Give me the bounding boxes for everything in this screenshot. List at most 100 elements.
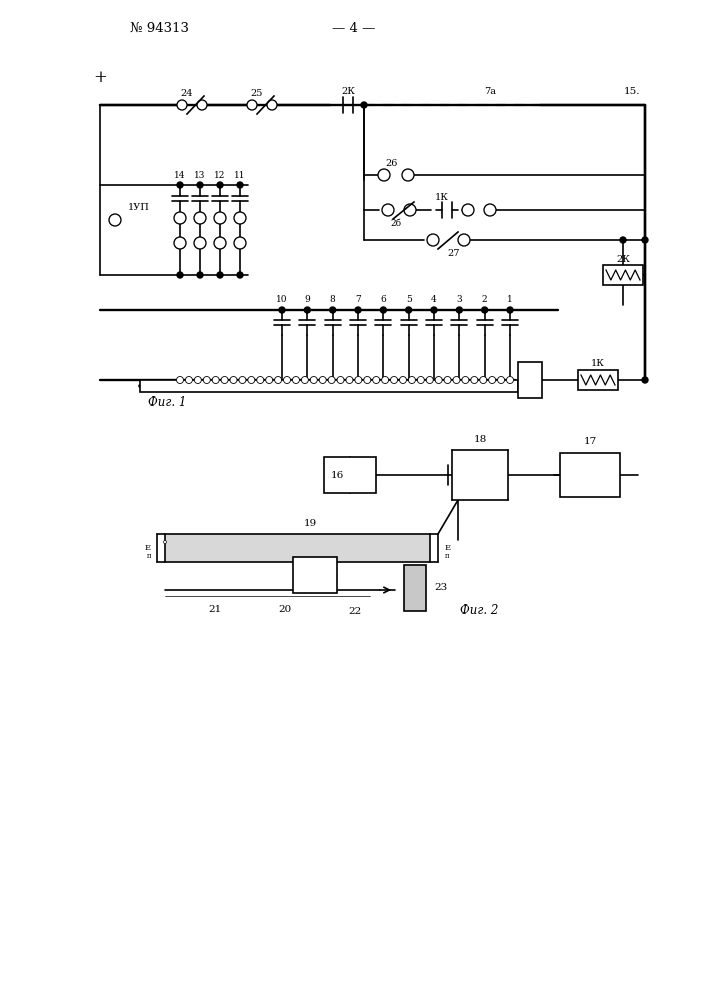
Text: 2К: 2К	[616, 254, 630, 263]
Circle shape	[194, 376, 201, 383]
Circle shape	[404, 204, 416, 216]
Circle shape	[239, 376, 246, 383]
Circle shape	[378, 169, 390, 181]
Text: 2б: 2б	[390, 220, 402, 229]
Circle shape	[267, 100, 277, 110]
Text: 9: 9	[305, 296, 310, 304]
Circle shape	[481, 307, 488, 313]
Circle shape	[453, 376, 460, 383]
Circle shape	[402, 169, 414, 181]
Circle shape	[247, 100, 257, 110]
Circle shape	[390, 376, 397, 383]
Text: п: п	[445, 552, 450, 560]
Text: 12: 12	[214, 170, 226, 180]
Text: 1К: 1К	[591, 360, 605, 368]
Circle shape	[177, 100, 187, 110]
Text: 1: 1	[507, 296, 513, 304]
Circle shape	[431, 307, 437, 313]
Circle shape	[301, 376, 308, 383]
Text: 1К: 1К	[435, 192, 449, 202]
Circle shape	[399, 376, 407, 383]
Circle shape	[194, 237, 206, 249]
Circle shape	[214, 237, 226, 249]
Bar	[293, 557, 337, 593]
Text: Е: Е	[145, 544, 151, 552]
Circle shape	[284, 376, 291, 383]
Text: 13: 13	[194, 170, 206, 180]
Circle shape	[484, 204, 496, 216]
Text: Фиг. 2: Фиг. 2	[460, 603, 498, 616]
Circle shape	[197, 100, 207, 110]
Circle shape	[409, 376, 416, 383]
Circle shape	[230, 376, 237, 383]
Circle shape	[310, 376, 317, 383]
Circle shape	[507, 307, 513, 313]
Circle shape	[217, 272, 223, 278]
Circle shape	[642, 377, 648, 383]
Circle shape	[109, 214, 121, 226]
Circle shape	[373, 376, 380, 383]
Circle shape	[489, 376, 496, 383]
Text: 26: 26	[386, 158, 398, 167]
Circle shape	[462, 376, 469, 383]
Circle shape	[293, 376, 300, 383]
Circle shape	[498, 376, 505, 383]
Text: 11: 11	[234, 170, 246, 180]
Text: 7а: 7а	[484, 88, 496, 97]
Circle shape	[346, 376, 353, 383]
Circle shape	[444, 376, 451, 383]
Bar	[140, 380, 518, 392]
Text: 17: 17	[583, 438, 597, 446]
Circle shape	[237, 272, 243, 278]
Circle shape	[237, 182, 243, 188]
Circle shape	[163, 540, 167, 544]
Circle shape	[435, 376, 442, 383]
Circle shape	[304, 307, 310, 313]
Text: Е: Е	[445, 544, 451, 552]
Text: 2: 2	[482, 296, 488, 304]
Text: 6: 6	[380, 296, 386, 304]
Text: +: +	[93, 70, 107, 87]
Circle shape	[458, 234, 470, 246]
Text: 19: 19	[303, 520, 317, 528]
Text: 14: 14	[174, 170, 186, 180]
Circle shape	[177, 376, 184, 383]
Text: 18: 18	[474, 434, 486, 444]
Bar	[404, 565, 426, 611]
Circle shape	[462, 204, 474, 216]
Text: 10: 10	[276, 296, 288, 304]
Text: 4: 4	[431, 296, 437, 304]
Circle shape	[337, 376, 344, 383]
Circle shape	[185, 376, 192, 383]
Circle shape	[174, 237, 186, 249]
Text: 5: 5	[406, 296, 411, 304]
Circle shape	[456, 307, 462, 313]
Text: 21: 21	[209, 605, 221, 614]
Text: 20: 20	[279, 605, 291, 614]
Circle shape	[234, 212, 246, 224]
Text: 3: 3	[457, 296, 462, 304]
Circle shape	[274, 376, 281, 383]
Text: 15.: 15.	[624, 88, 641, 97]
Bar	[165, 534, 430, 562]
Circle shape	[427, 234, 439, 246]
Circle shape	[212, 376, 219, 383]
Circle shape	[214, 212, 226, 224]
Circle shape	[426, 376, 433, 383]
Circle shape	[382, 376, 389, 383]
Circle shape	[620, 237, 626, 243]
Circle shape	[217, 182, 223, 188]
Text: 25: 25	[251, 89, 263, 98]
Circle shape	[355, 376, 362, 383]
Text: 24: 24	[181, 89, 193, 98]
Circle shape	[364, 376, 370, 383]
Circle shape	[361, 102, 367, 108]
Circle shape	[266, 376, 273, 383]
Bar	[603, 265, 643, 285]
Circle shape	[174, 212, 186, 224]
Circle shape	[177, 272, 183, 278]
Text: Фиг. 1: Фиг. 1	[148, 395, 187, 408]
Circle shape	[329, 307, 336, 313]
Text: 8: 8	[329, 296, 336, 304]
Circle shape	[194, 212, 206, 224]
